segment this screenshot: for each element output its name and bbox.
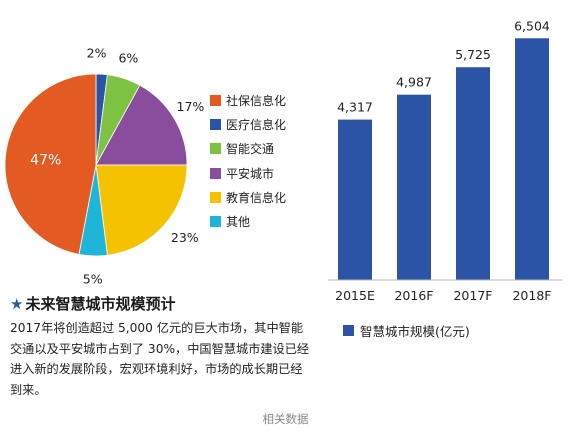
legend-item-medical: 医疗信息化 (210, 112, 286, 136)
pie-chart: 2% 6% 17% 23% 5% 47% (4, 46, 205, 285)
section-title-text: 未来智慧城市规模预计 (25, 295, 176, 313)
legend-label: 智能交通 (226, 142, 275, 157)
legend-swatch (210, 118, 221, 130)
category-tick-label: 2018F (512, 288, 551, 303)
pie-label-3: 17% (177, 99, 205, 114)
bar-value-label: 5,725 (455, 47, 491, 62)
bar-value-label: 4,987 (396, 75, 432, 90)
legend-item-other: 其他 (210, 209, 286, 233)
bar-legend-swatch (343, 325, 354, 336)
section-title: ★ 未来智慧城市规模预计 (10, 293, 175, 314)
category-tick-label: 2016F (394, 288, 433, 303)
legend-swatch (210, 191, 221, 203)
legend-label: 平安城市 (226, 166, 275, 181)
bar-legend-label: 智慧城市规模(亿元) (360, 324, 470, 339)
legend-swatch (210, 94, 221, 106)
category-tick-label: 2015E (335, 288, 375, 303)
pie-label-2: 6% (118, 51, 138, 66)
legend-item-safe-city: 平安城市 (210, 161, 286, 185)
legend-item-education: 教育信息化 (210, 185, 286, 209)
bar-2015E (338, 119, 372, 280)
caption: 相关数据 (262, 412, 309, 426)
bar-legend: 智慧城市规模(亿元) (343, 321, 470, 340)
bar-value-label: 6,504 (514, 18, 550, 33)
pie-slice-0 (4, 73, 97, 255)
pie-slice-3 (95, 84, 188, 166)
legend-swatch (210, 167, 221, 179)
pie-label-0: 47% (30, 153, 61, 169)
pie-label-5: 5% (83, 271, 103, 285)
legend-label: 社保信息化 (226, 93, 287, 108)
legend-label: 教育信息化 (226, 190, 287, 205)
pie-label-1: 2% (87, 46, 107, 61)
bar-value-label: 4,317 (337, 100, 373, 115)
legend-swatch (210, 216, 221, 228)
description-text: 2017年将创造超过 5,000 亿元的巨大市场，其中智能交通以及平安城市占到了… (10, 321, 310, 397)
category-tick-label: 2017F (453, 288, 492, 303)
pie-legend: 社保信息化 医疗信息化 智能交通 平安城市 教育信息化 其他 (210, 88, 286, 234)
bar-chart: 4,317 4,987 5,725 6,504 2015E 2016F 2017F 2018… (328, 18, 563, 303)
bar-2016F (397, 94, 431, 280)
pie-label-4: 23% (171, 230, 199, 245)
legend-item-traffic: 智能交通 (210, 137, 286, 161)
legend-swatch (210, 143, 221, 155)
legend-label: 其他 (226, 215, 251, 230)
bar-2018F (515, 38, 549, 280)
legend-label: 医疗信息化 (226, 117, 287, 132)
bar-2017F (456, 67, 490, 280)
pie-slice-4 (95, 164, 188, 256)
star-icon: ★ (10, 295, 24, 313)
legend-item-social-security: 社保信息化 (210, 88, 286, 112)
